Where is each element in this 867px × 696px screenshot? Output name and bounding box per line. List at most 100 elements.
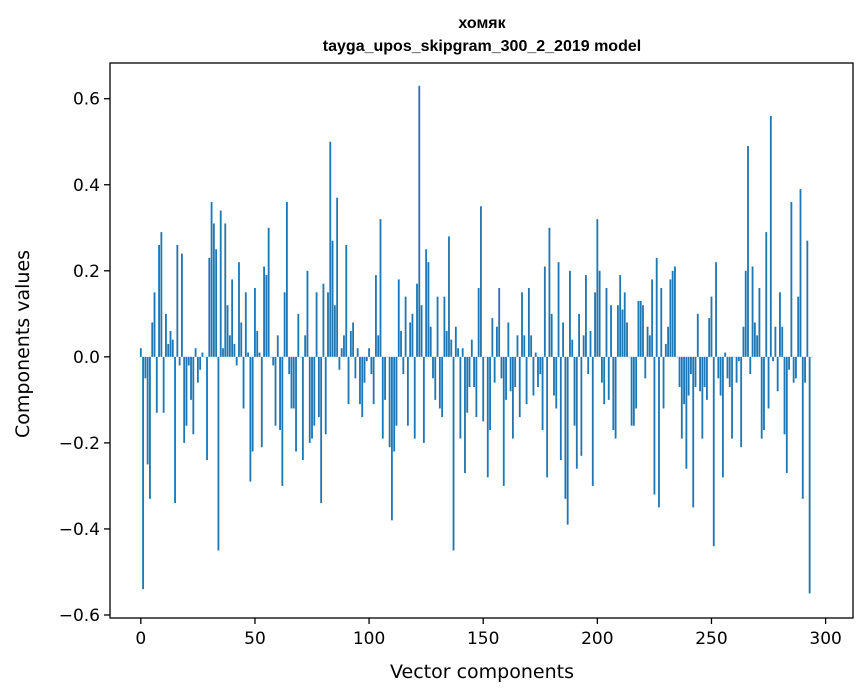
bar (180, 253, 183, 357)
bar (703, 356, 706, 387)
bar (744, 270, 747, 357)
bar (607, 356, 610, 400)
bar (626, 322, 628, 357)
bar (804, 356, 806, 383)
bar (333, 305, 336, 357)
bar (706, 356, 708, 400)
bar (233, 343, 236, 357)
bar (272, 356, 275, 366)
bar (196, 356, 199, 383)
bar (155, 356, 158, 413)
bar (368, 348, 370, 357)
bar (235, 356, 238, 366)
bar (281, 356, 284, 486)
bar (806, 240, 809, 357)
bar (375, 275, 377, 357)
bar (541, 356, 544, 430)
bar (792, 356, 795, 383)
bar (210, 201, 213, 357)
bar (724, 352, 727, 357)
bar (527, 288, 530, 357)
bar (283, 292, 286, 357)
bar (349, 331, 352, 357)
bar (308, 356, 311, 443)
bar (149, 356, 151, 499)
bar (550, 313, 553, 357)
bar (546, 356, 549, 478)
bar (352, 322, 355, 357)
bar (569, 270, 571, 357)
bar (142, 356, 145, 590)
bar (525, 356, 528, 405)
bar (774, 326, 777, 357)
bar (655, 257, 658, 357)
bar (751, 266, 754, 357)
y-tick-label: 0.4 (73, 176, 100, 196)
bar (388, 356, 391, 448)
bar (402, 356, 405, 375)
bar (290, 356, 293, 409)
y-tick-label: 0.2 (73, 262, 100, 282)
bar (192, 356, 195, 435)
bar (468, 356, 471, 387)
bar (651, 279, 654, 357)
bar (616, 305, 619, 357)
bar (756, 335, 759, 357)
bar (482, 356, 485, 422)
bar (760, 356, 763, 439)
bar (365, 356, 368, 362)
bar (614, 356, 617, 439)
bar (493, 356, 496, 383)
bar (708, 318, 711, 357)
bar (630, 356, 633, 426)
bar (763, 356, 765, 430)
bar (450, 339, 453, 357)
bar (429, 326, 432, 357)
bar (324, 356, 327, 435)
y-axis-label: Components values (12, 250, 34, 438)
bar (470, 339, 473, 357)
bar (537, 356, 539, 387)
bar (247, 352, 250, 357)
bar (797, 296, 800, 357)
bar (340, 348, 343, 357)
bar (637, 300, 640, 357)
bar (190, 356, 192, 400)
bar (779, 292, 781, 357)
bar (610, 305, 612, 357)
bar (292, 356, 295, 409)
bar (605, 288, 608, 357)
bar (215, 249, 218, 357)
bar (244, 292, 247, 357)
bar (361, 356, 364, 418)
x-tick-label: 0 (135, 629, 146, 649)
bar (523, 335, 526, 357)
bar (363, 356, 366, 383)
bar (422, 356, 425, 443)
x-tick-label: 200 (581, 629, 613, 649)
y-tick-label: 0.0 (73, 348, 100, 368)
bar (801, 356, 804, 499)
bar (420, 305, 423, 357)
bar (772, 356, 775, 362)
bar (580, 356, 583, 456)
bar (548, 227, 551, 357)
bar (783, 356, 786, 435)
bar (596, 219, 599, 357)
x-tick-label: 100 (353, 629, 385, 649)
bar (285, 201, 288, 357)
bar (808, 356, 811, 594)
bar (445, 331, 448, 357)
bar (532, 356, 535, 396)
bar (530, 335, 533, 357)
bar (384, 356, 386, 400)
bar (728, 356, 731, 387)
bar (486, 356, 489, 478)
bar (276, 335, 279, 357)
bar (571, 339, 574, 357)
bar (788, 356, 790, 370)
bar (715, 262, 717, 357)
bar (623, 292, 626, 357)
bar (217, 356, 220, 551)
bar (475, 356, 478, 418)
